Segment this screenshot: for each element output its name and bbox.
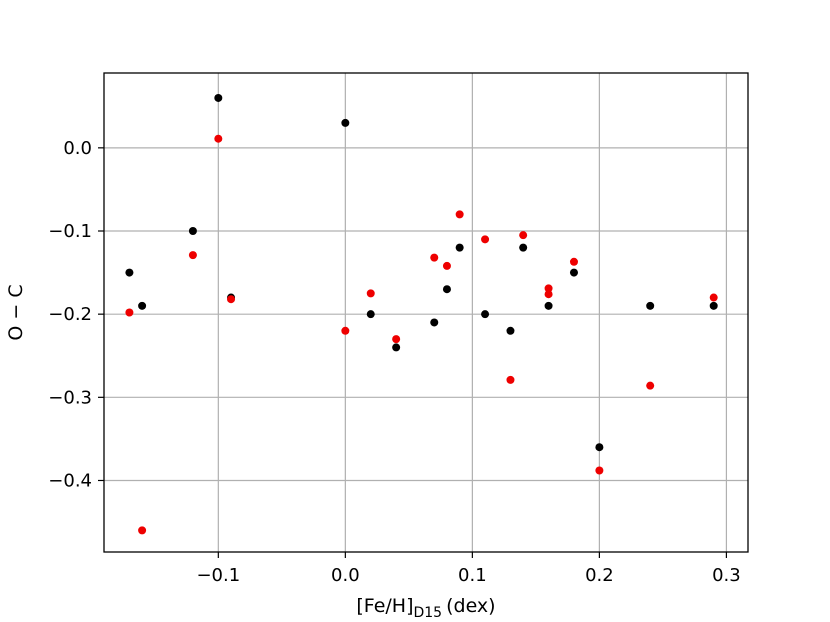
series-1-point <box>646 381 655 390</box>
series-0-point <box>506 326 515 335</box>
series-0-point <box>544 301 553 310</box>
series-0-point <box>341 118 350 127</box>
y-tick-label: 0.0 <box>63 138 92 159</box>
series-1-point <box>455 210 464 219</box>
series-1-point <box>544 284 553 293</box>
series-0-point <box>125 268 134 277</box>
data-points <box>125 93 718 535</box>
series-0-point <box>481 310 490 319</box>
series-1-point <box>188 251 197 260</box>
series-1-point <box>430 253 439 262</box>
series-0-point <box>519 243 528 252</box>
series-1-point <box>138 526 147 535</box>
series-1-point <box>569 257 578 266</box>
series-0-point <box>442 285 451 294</box>
series-1-point <box>506 375 515 384</box>
series-0-point <box>569 268 578 277</box>
series-1-point <box>595 466 604 475</box>
x-tick-label: 0.3 <box>712 565 741 586</box>
series-1-point <box>519 231 528 240</box>
y-tick-label: −0.2 <box>48 304 92 325</box>
series-1-point <box>366 289 375 298</box>
series-1-point <box>125 308 134 317</box>
series-1-point <box>709 293 718 302</box>
y-tick-label: −0.4 <box>48 470 92 491</box>
y-tick-label: −0.3 <box>48 387 92 408</box>
x-axis-label-unit: (dex) <box>446 595 496 617</box>
x-tick-label: 0.0 <box>331 565 360 586</box>
grid-lines <box>104 73 748 552</box>
plot-frame <box>103 72 749 553</box>
series-0-point <box>138 301 147 310</box>
series-0-point <box>595 443 604 452</box>
series-1-point <box>227 295 236 304</box>
x-tick-label: 0.1 <box>458 565 487 586</box>
series-1-point <box>481 235 490 244</box>
x-tick-label: 0.2 <box>585 565 614 586</box>
series-1-point <box>341 326 350 335</box>
series-0-point <box>392 343 401 352</box>
series-1-point <box>392 335 401 344</box>
x-axis-label-main: [Fe/H] <box>356 595 413 617</box>
series-0-point <box>455 243 464 252</box>
y-tick-label: −0.1 <box>48 221 92 242</box>
series-1-point <box>544 290 553 299</box>
series-0-point <box>214 93 223 102</box>
x-tick-label: −0.1 <box>196 565 240 586</box>
series-0-point <box>430 318 439 327</box>
series-1-point <box>442 261 451 270</box>
x-axis-label-subscript: D15 <box>413 605 442 621</box>
series-0-point <box>366 310 375 319</box>
series-0-point <box>709 301 718 310</box>
series-0-point <box>646 301 655 310</box>
series-1-point <box>214 134 223 143</box>
series-0-point <box>188 227 197 236</box>
y-axis-label: O − C <box>5 284 27 340</box>
x-axis-label: [Fe/H]D15 (dex) <box>356 595 495 621</box>
axis-ticks: −0.1 0.0 0.1 0.2 0.3 0.0 −0.1 −0.2 −0.3 −0.4 <box>48 138 740 586</box>
